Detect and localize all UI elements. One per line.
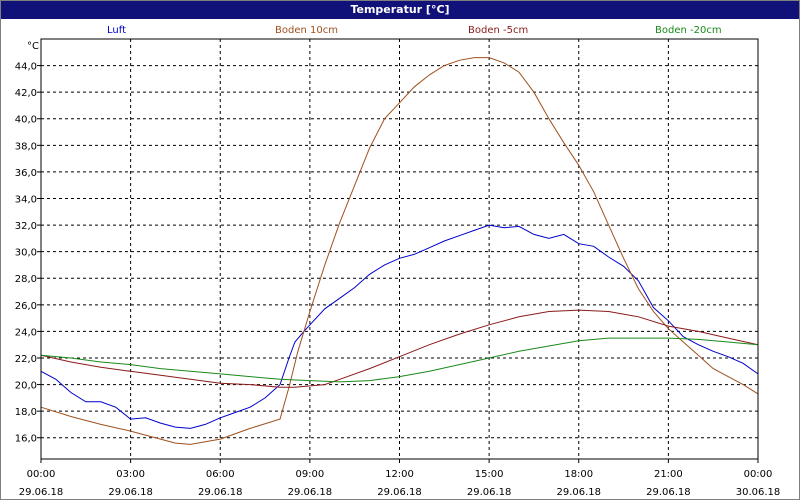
series-line-0 xyxy=(40,224,759,429)
x-tick-date-label: 29.06.18 xyxy=(467,487,512,498)
chart-title: Temperatur [°C] xyxy=(1,1,799,19)
x-tick-time-label: 18:00 xyxy=(564,469,593,480)
legend-boden-10cm: Boden 10cm xyxy=(275,25,338,36)
y-tick-label: 24,0 xyxy=(15,327,37,338)
y-tick-label: 44,0 xyxy=(15,62,37,73)
y-tick-label: 38,0 xyxy=(15,141,37,152)
x-tick-time-label: 15:00 xyxy=(475,469,504,480)
x-tick-time-label: 06:00 xyxy=(206,469,235,480)
legend-boden-minus-20cm: Boden -20cm xyxy=(655,25,722,36)
series-line-3 xyxy=(40,337,759,383)
x-tick-time-label: 00:00 xyxy=(27,469,56,480)
x-tick-date-label: 30.06.18 xyxy=(736,487,781,498)
x-tick-time-label: 12:00 xyxy=(385,469,414,480)
x-tick-date-label: 29.06.18 xyxy=(288,487,333,498)
y-tick-label: 18,0 xyxy=(15,407,37,418)
y-tick-label: 42,0 xyxy=(15,88,37,99)
y-tick-label: 40,0 xyxy=(15,115,37,126)
y-tick-label: 32,0 xyxy=(15,221,37,232)
y-tick-label: 22,0 xyxy=(15,354,37,365)
legend-luft: Luft xyxy=(107,25,126,36)
x-tick-time-label: 21:00 xyxy=(654,469,683,480)
x-tick-time-label: 09:00 xyxy=(295,469,324,480)
x-tick-date-label: 29.06.18 xyxy=(198,487,243,498)
y-tick-label: 26,0 xyxy=(15,301,37,312)
legend-boden-minus-5cm: Boden -5cm xyxy=(468,25,529,36)
y-tick-label: 20,0 xyxy=(15,381,37,392)
y-tick-label: 36,0 xyxy=(15,168,37,179)
y-tick-label: 34,0 xyxy=(15,194,37,205)
x-tick-date-label: 29.06.18 xyxy=(19,487,64,498)
y-tick-label: 30,0 xyxy=(15,248,37,259)
series-line-2 xyxy=(40,309,759,388)
x-tick-date-label: 29.06.18 xyxy=(646,487,691,498)
x-tick-date-label: 29.06.18 xyxy=(377,487,422,498)
series-lines xyxy=(40,57,759,445)
grid-lines xyxy=(37,39,759,463)
x-tick-time-label: 00:00 xyxy=(744,469,773,480)
y-tick-labels: 16,0 18,0 20,0 22,0 24,0 26,0 28,0 30,0 32,0 34,0… xyxy=(15,62,37,445)
x-tick-time-label: 03:00 xyxy=(116,469,145,480)
x-tick-date-label: 29.06.18 xyxy=(556,487,601,498)
plot-border xyxy=(40,38,759,460)
x-tick-date-label: 29.06.18 xyxy=(108,487,153,498)
x-tick-labels: 00:00 29.06.18 03:00 29.06.18 06:00 29.06.18 0… xyxy=(19,469,781,498)
y-axis-unit-label: °C xyxy=(27,41,39,52)
y-tick-label: 28,0 xyxy=(15,274,37,285)
y-tick-label: 16,0 xyxy=(15,434,37,445)
series-line-1 xyxy=(40,57,759,445)
